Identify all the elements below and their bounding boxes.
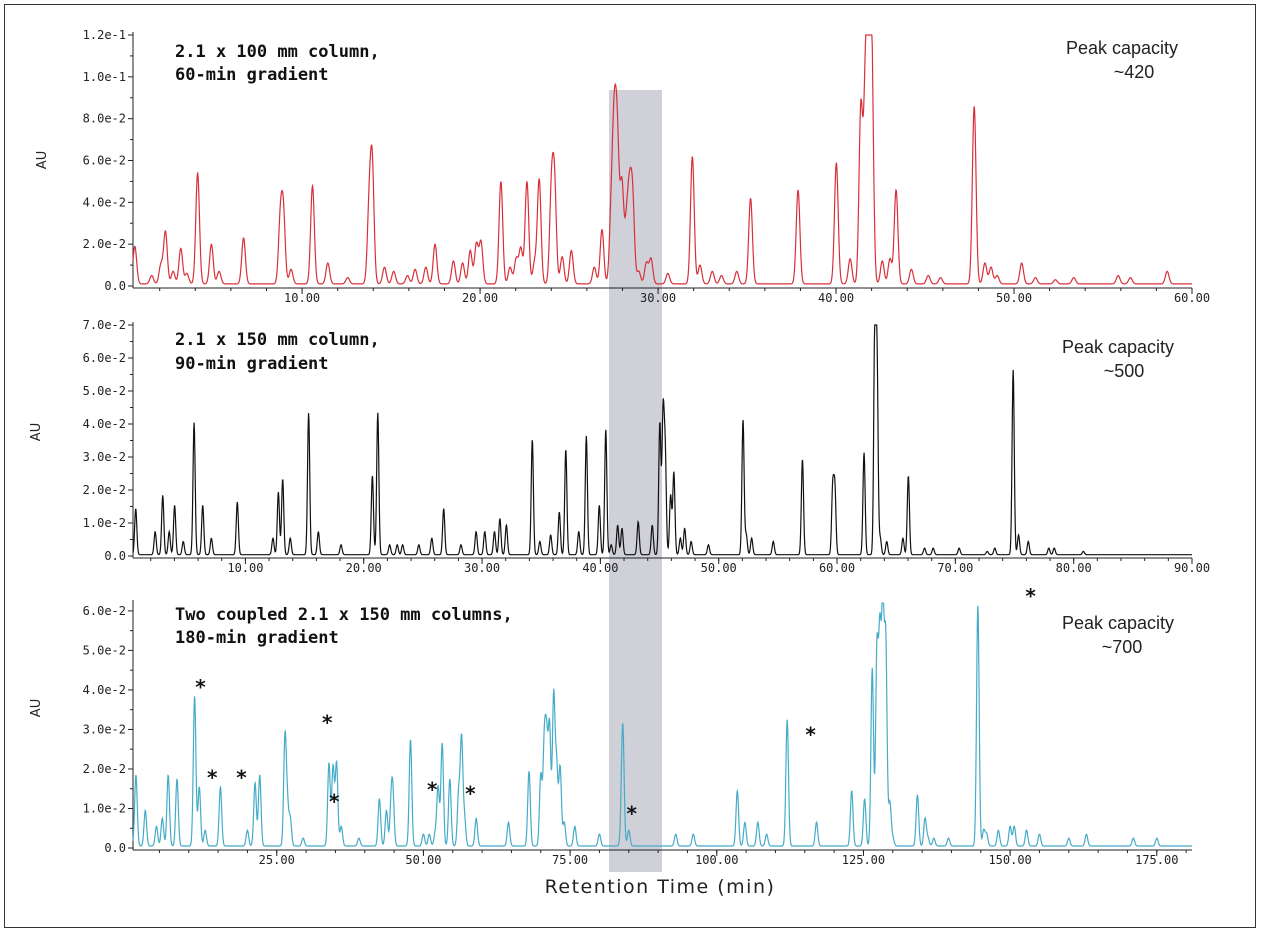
figure-frame — [4, 4, 1256, 928]
y-tick-label: 0.0 — [104, 279, 126, 293]
x-tick-label: 90.00 — [1174, 561, 1210, 575]
y-tick-label: 6.0e-2 — [83, 351, 126, 365]
y-tick-label: 5.0e-2 — [83, 384, 126, 398]
x-tick-label: 50.00 — [701, 561, 737, 575]
panel-2-annotation-line2: ~500 — [1104, 361, 1145, 381]
x-tick-label: 100.00 — [695, 853, 738, 867]
y-tick-label: 4.0e-2 — [83, 683, 126, 697]
peak-marker-star: * — [465, 782, 476, 806]
peak-marker-star: * — [1025, 584, 1036, 608]
y-tick-label: 0.0 — [104, 841, 126, 855]
y-tick-label: 8.0e-2 — [83, 112, 126, 126]
peak-marker-star: * — [207, 766, 218, 790]
y-tick-label: 1.0e-2 — [83, 801, 126, 815]
x-tick-label: 70.00 — [937, 561, 973, 575]
peak-marker-star: * — [427, 778, 438, 802]
x-tick-label: 60.00 — [819, 561, 855, 575]
x-tick-label: 30.00 — [640, 291, 676, 305]
x-tick-label: 125.00 — [842, 853, 885, 867]
x-tick-label: 40.00 — [818, 291, 854, 305]
panel-1-axes: 0.0 2.0e-2 4.0e-2 6.0e-2 8.0e-2 1.0e-1 1.2e-1 1… — [83, 28, 1210, 305]
panel-3-annotation-line2: ~700 — [1102, 637, 1143, 657]
panel-3-stars: * * * * * * * * * * — [195, 584, 1036, 825]
x-tick-label: 60.00 — [1174, 291, 1210, 305]
x-tick-label: 25.00 — [259, 853, 295, 867]
x-axis-label: Retention Time (min) — [545, 876, 776, 898]
panel-3-title-line1: Two coupled 2.1 x 150 mm columns, — [175, 605, 513, 625]
highlight-band — [609, 90, 662, 872]
peak-marker-star: * — [805, 722, 816, 746]
panel-1-annotation-line1: Peak capacity — [1066, 38, 1178, 58]
y-tick-label: 1.0e-2 — [83, 516, 126, 530]
panel-1-ylabel: AU — [35, 151, 50, 169]
peak-marker-star: * — [626, 801, 637, 825]
x-tick-label: 20.00 — [462, 291, 498, 305]
panel-3: 0.0 1.0e-2 2.0e-2 3.0e-2 4.0e-2 5.0e-2 6.0e-2 2… — [29, 584, 1192, 867]
panel-2-trace — [132, 324, 1192, 556]
y-tick-label: 3.0e-2 — [83, 450, 126, 464]
y-tick-label: 3.0e-2 — [83, 722, 126, 736]
panel-2-annotation-line1: Peak capacity — [1062, 337, 1174, 357]
x-tick-label: 150.00 — [988, 853, 1031, 867]
x-tick-label: 20.00 — [346, 561, 382, 575]
x-tick-label: 30.00 — [464, 561, 500, 575]
panel-3-trace — [132, 602, 1192, 847]
y-tick-label: 2.0e-2 — [83, 762, 126, 776]
y-tick-label: 7.0e-2 — [83, 318, 126, 332]
y-tick-label: 0.0 — [104, 549, 126, 563]
peak-marker-star: * — [195, 675, 206, 699]
x-tick-label: 50.00 — [405, 853, 441, 867]
panel-1-trace — [132, 34, 1192, 285]
y-tick-label: 6.0e-2 — [83, 154, 126, 168]
x-tick-label: 50.00 — [996, 291, 1032, 305]
x-tick-label: 10.00 — [284, 291, 320, 305]
peak-marker-star: * — [329, 789, 340, 813]
y-tick-label: 2.0e-2 — [83, 237, 126, 251]
panel-2: 0.0 1.0e-2 2.0e-2 3.0e-2 4.0e-2 5.0e-2 6.0e-2 7… — [29, 318, 1210, 575]
panel-3-ylabel: AU — [29, 699, 44, 717]
panel-1: 0.0 2.0e-2 4.0e-2 6.0e-2 8.0e-2 1.0e-1 1.2e-1 1… — [35, 28, 1210, 305]
x-tick-label: 40.00 — [582, 561, 618, 575]
panel-1-title-line1: 2.1 x 100 mm column, — [175, 42, 380, 62]
panel-3-annotation-line1: Peak capacity — [1062, 613, 1174, 633]
x-tick-label: 175.00 — [1135, 853, 1178, 867]
x-tick-label: 10.00 — [227, 561, 263, 575]
x-tick-label: 75.00 — [552, 853, 588, 867]
peak-marker-star: * — [236, 766, 247, 790]
panel-1-title-line2: 60-min gradient — [175, 65, 329, 85]
panel-3-title-line2: 180-min gradient — [175, 628, 339, 648]
y-tick-label: 1.0e-1 — [83, 70, 126, 84]
peak-marker-star: * — [322, 710, 333, 734]
panel-2-title-line2: 90-min gradient — [175, 354, 329, 374]
y-tick-label: 2.0e-2 — [83, 483, 126, 497]
panel-2-ylabel: AU — [29, 423, 44, 441]
panel-2-axes: 0.0 1.0e-2 2.0e-2 3.0e-2 4.0e-2 5.0e-2 6.0e-2 7… — [83, 318, 1210, 575]
panel-3-axes: 0.0 1.0e-2 2.0e-2 3.0e-2 4.0e-2 5.0e-2 6.0e-2 2… — [83, 600, 1192, 867]
y-tick-label: 6.0e-2 — [83, 604, 126, 618]
y-tick-label: 5.0e-2 — [83, 643, 126, 657]
y-tick-label: 4.0e-2 — [83, 195, 126, 209]
y-tick-label: 1.2e-1 — [83, 28, 126, 42]
x-tick-label: 80.00 — [1056, 561, 1092, 575]
panel-1-annotation-line2: ~420 — [1114, 62, 1155, 82]
panel-2-title-line1: 2.1 x 150 mm column, — [175, 330, 380, 350]
y-tick-label: 4.0e-2 — [83, 417, 126, 431]
